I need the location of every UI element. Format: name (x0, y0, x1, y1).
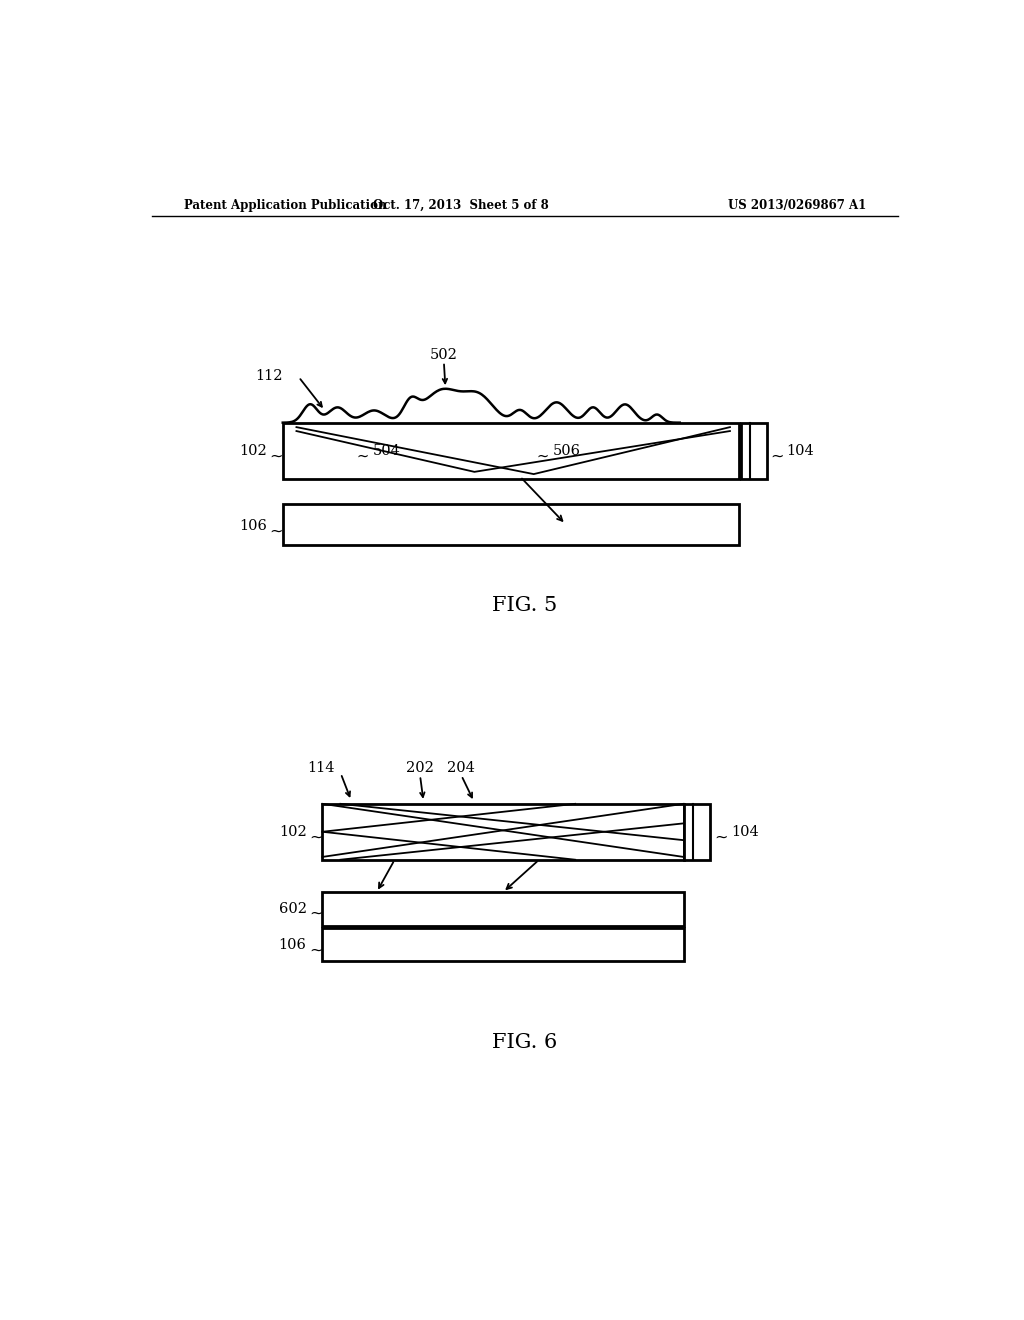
Text: ~: ~ (537, 449, 549, 463)
Text: 104: 104 (731, 825, 759, 840)
Text: ~: ~ (356, 449, 369, 463)
Text: 102: 102 (279, 825, 306, 840)
Text: 204: 204 (447, 762, 475, 775)
Text: ~: ~ (269, 449, 283, 463)
Bar (323, 892, 684, 925)
Text: ~: ~ (715, 830, 728, 845)
Bar (283, 504, 739, 545)
Text: FIG. 5: FIG. 5 (493, 597, 557, 615)
Text: 504: 504 (373, 444, 400, 458)
Text: ~: ~ (269, 524, 283, 539)
Bar (323, 804, 684, 859)
Text: ~: ~ (309, 830, 323, 845)
Text: ~: ~ (309, 942, 323, 958)
Text: 602: 602 (279, 902, 306, 916)
Text: 506: 506 (553, 444, 581, 458)
Text: US 2013/0269867 A1: US 2013/0269867 A1 (728, 199, 866, 213)
Bar (283, 422, 739, 479)
Text: 502: 502 (430, 347, 458, 362)
Text: Oct. 17, 2013  Sheet 5 of 8: Oct. 17, 2013 Sheet 5 of 8 (374, 199, 549, 213)
Text: 106: 106 (279, 939, 306, 952)
Text: 202: 202 (407, 762, 434, 775)
Text: 112: 112 (255, 368, 283, 383)
Text: 114: 114 (307, 762, 334, 775)
Bar (323, 928, 684, 961)
Text: Patent Application Publication: Patent Application Publication (183, 199, 386, 213)
Text: ~: ~ (770, 449, 783, 463)
Bar (740, 422, 767, 479)
Bar (684, 804, 710, 859)
Text: FIG. 6: FIG. 6 (493, 1034, 557, 1052)
Text: ~: ~ (309, 906, 323, 921)
Text: 104: 104 (786, 444, 814, 458)
Text: 106: 106 (239, 519, 267, 533)
Text: 102: 102 (240, 444, 267, 458)
